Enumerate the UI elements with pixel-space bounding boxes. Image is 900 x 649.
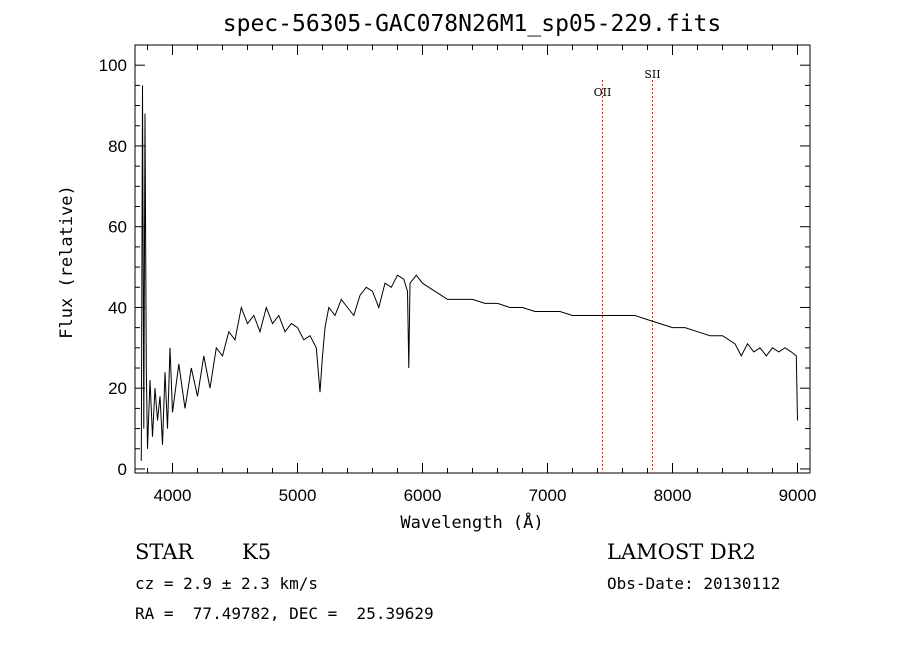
y-axis-label: Flux (relative) (57, 185, 77, 339)
x-tick-label-2: 6000 (404, 486, 442, 505)
y-tick-label-0: 0 (118, 460, 127, 479)
axis-ticks: 4000 5000 6000 7000 8000 9000 0 20 40 60 80 100 (99, 45, 817, 505)
plot-area: OII SII 4000 5000 6000 7000 8000 9000 0 20 40 60 80… (99, 44, 817, 505)
y-tick-label-2: 40 (108, 298, 127, 317)
y-tick-label-4: 80 (108, 137, 127, 156)
plot-frame (134, 44, 811, 474)
chart-title: spec-56305-GAC078N26M1_sp05-229.fits (223, 11, 722, 37)
y-tick-label-5: 100 (99, 56, 127, 75)
x-tick-label-3: 7000 (529, 486, 567, 505)
redshift-velocity: cz = 2.9 ± 2.3 km/s (135, 574, 319, 593)
subclass: K5 (242, 540, 272, 564)
spectrum-line (140, 85, 798, 461)
x-tick-label-0: 4000 (154, 486, 192, 505)
x-axis-label: Wavelength (Å) (400, 511, 543, 533)
x-tick-label-4: 8000 (654, 486, 692, 505)
observation-date: Obs-Date: 20130112 (607, 574, 781, 593)
y-tick-label-3: 60 (108, 218, 127, 237)
coordinates: RA = 77.49782, DEC = 25.39629 (135, 604, 434, 623)
survey-name: LAMOST DR2 (607, 540, 756, 564)
x-tick-label-5: 9000 (779, 486, 817, 505)
x-tick-label-1: 5000 (279, 486, 317, 505)
spectral-line-markers: OII SII (594, 68, 661, 473)
object-class: STAR (135, 540, 194, 564)
spectral-line-label-0: OII (594, 86, 612, 99)
y-tick-label-1: 20 (108, 379, 127, 398)
spectral-line-label-1: SII (644, 68, 660, 81)
